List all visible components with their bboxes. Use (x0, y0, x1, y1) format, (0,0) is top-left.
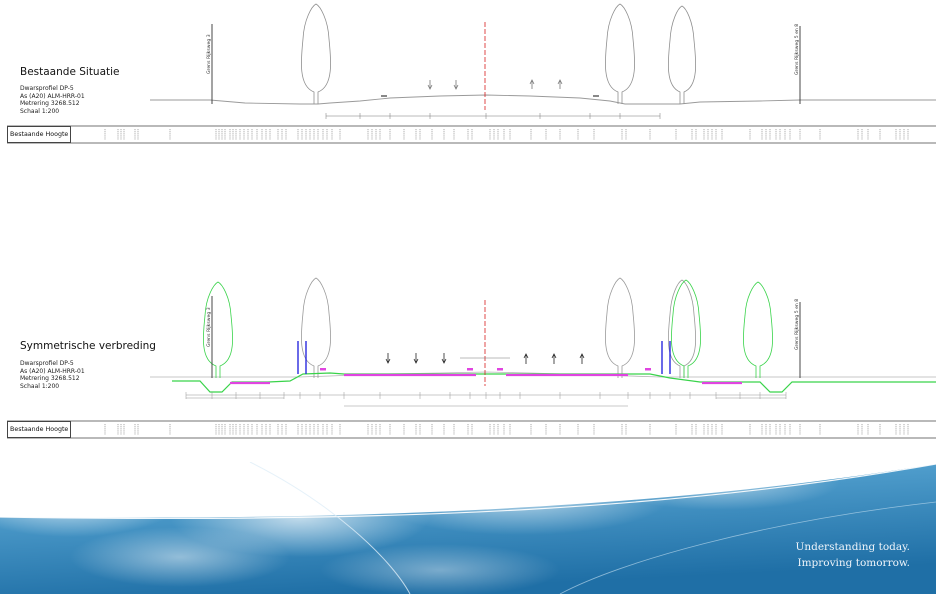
boundary-marker-label: Grens Rijksweg 3 (206, 34, 212, 74)
tree-icon (670, 279, 702, 378)
profile-details-existing: Dwarsprofiel DP-5 As (A20) ALM-HRR-01 Me… (20, 85, 85, 115)
road-sign-icon (381, 95, 387, 97)
road-sign-icon (645, 368, 651, 371)
road-sign-icon (320, 368, 326, 371)
existing-situation-profile: Grens Rijksweg 3 Grens Rijksweg 5 en 8 (7, 3, 936, 144)
height-row-label-widening: Bestaande Hoogte (7, 421, 71, 438)
footer-banner: Understanding today. Improving tomorrow. (0, 462, 936, 594)
tree-icon (301, 3, 331, 104)
detail-line: Schaal 1:200 (20, 382, 60, 390)
lane-direction-arrow-icon (529, 79, 535, 85)
tagline-line-1: Understanding today. (795, 541, 911, 553)
existing-ground-line (150, 371, 936, 378)
tree-icon (667, 279, 697, 378)
section-title-existing: Bestaande Situatie (20, 66, 120, 78)
detail-line: As (A20) ALM-HRR-01 (20, 367, 85, 375)
tagline-line-2: Improving tomorrow. (797, 557, 910, 569)
lane-direction-arrow-icon (453, 84, 459, 90)
detail-line: Dwarsprofiel DP-5 (20, 360, 74, 367)
road-sign-icon (593, 95, 599, 97)
detail-line: Schaal 1:200 (20, 107, 60, 115)
tree-icon (605, 3, 635, 104)
boundary-marker-label: Grens Rijksweg 3 (206, 307, 212, 347)
road-sign-icon (497, 368, 503, 371)
lane-direction-arrow-icon (551, 353, 557, 359)
boundary-marker-label: Grens Rijksweg 5 en 8 (794, 24, 800, 75)
detail-line: Metrering 3268.512 (20, 100, 80, 108)
profile-details-widening: Dwarsprofiel DP-5 As (A20) ALM-HRR-01 Me… (20, 360, 85, 390)
lane-direction-arrow-icon (413, 358, 419, 364)
tree-icon (605, 277, 635, 378)
lane-direction-arrow-icon (557, 79, 563, 85)
sky-background (0, 462, 936, 594)
tree-icon (742, 281, 774, 378)
lane-direction-arrow-icon (427, 84, 433, 90)
tree-icon (202, 281, 234, 378)
boundary-marker-label: Grens Rijksweg 5 en 8 (794, 299, 800, 350)
tree-icon (301, 277, 331, 378)
detail-line: Metrering 3268.512 (20, 375, 80, 383)
tree-icon (667, 5, 697, 104)
height-row-label-existing: Bestaande Hoogte (7, 126, 71, 143)
lane-direction-arrow-icon (579, 353, 585, 359)
lane-direction-arrow-icon (523, 353, 529, 359)
detail-line: As (A20) ALM-HRR-01 (20, 92, 85, 100)
symmetric-widening-profile: Grens Rijksweg 3 Grens Rijksweg 5 en 8 (7, 277, 936, 439)
detail-line: Dwarsprofiel DP-5 (20, 85, 74, 92)
cross-section-drawing: Grens Rijksweg 3 Grens Rijksweg 5 en 8 Gr… (7, 3, 936, 439)
lane-direction-arrow-icon (385, 358, 391, 364)
existing-ground-line (150, 94, 936, 105)
section-title-widening: Symmetrische verbreding (20, 340, 156, 352)
road-sign-icon (467, 368, 473, 371)
lane-direction-arrow-icon (441, 358, 447, 364)
